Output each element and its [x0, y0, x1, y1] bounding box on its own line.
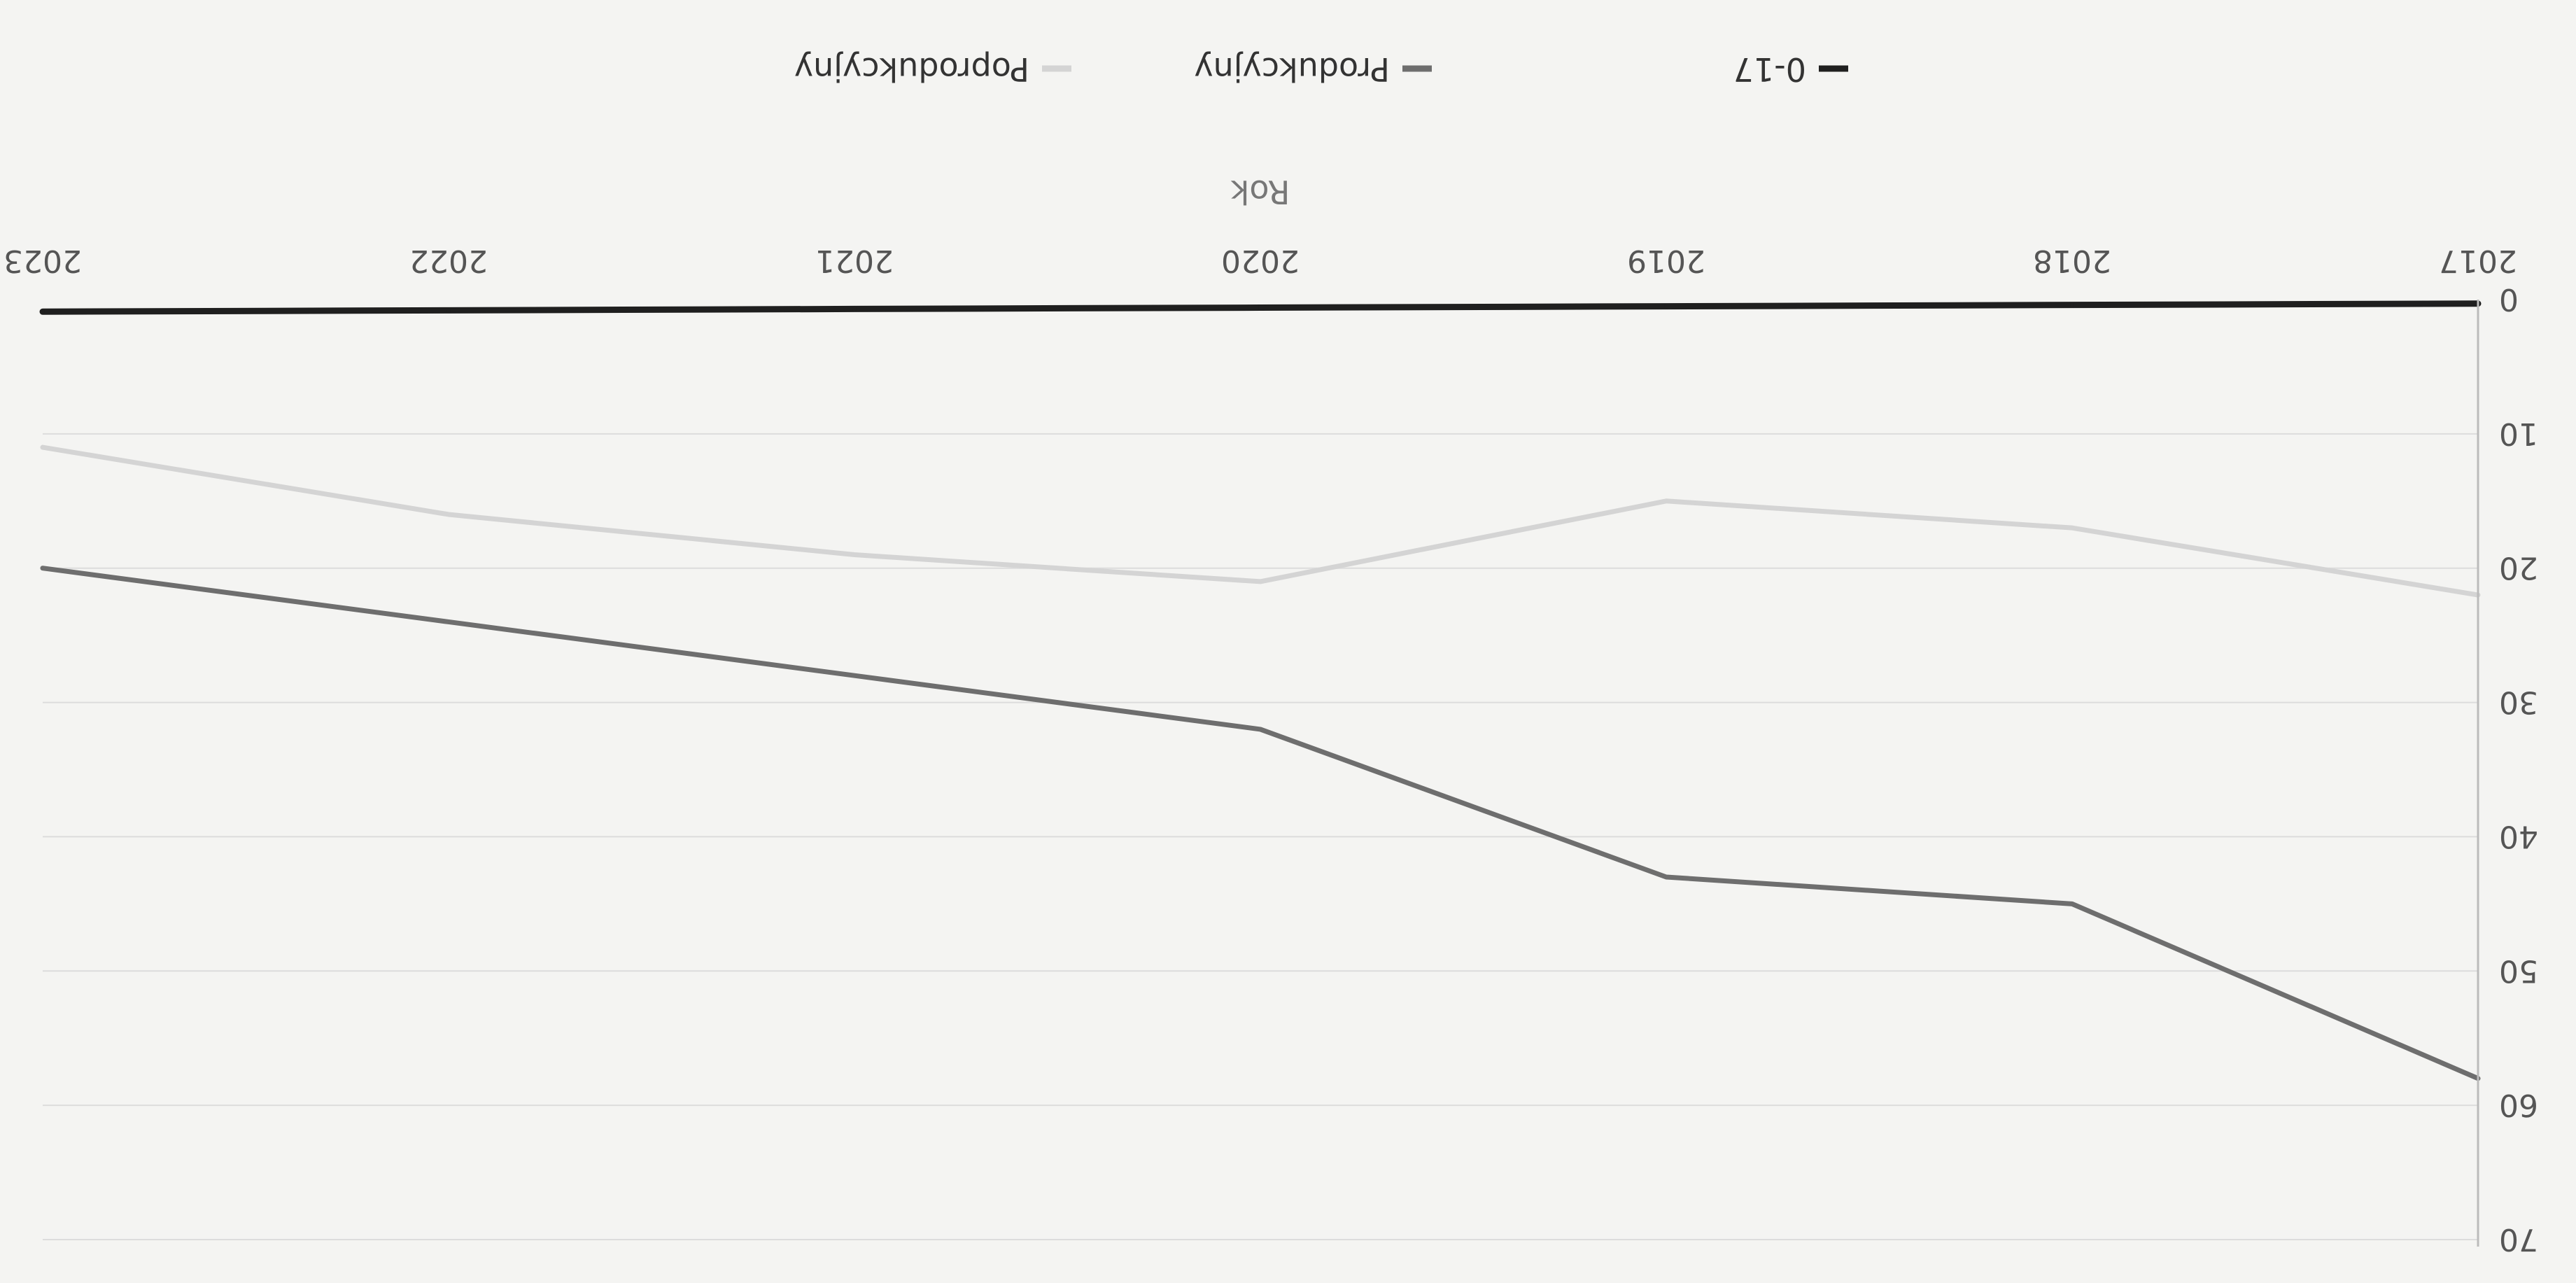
x-axis: 2017 2018 2019 2020 2021 2022 2023	[3, 243, 2517, 279]
x-tick-label: 2023	[3, 243, 82, 279]
y-tick-label: 60	[2499, 1087, 2538, 1123]
data-point	[446, 619, 451, 624]
data-point	[446, 512, 451, 517]
data-point	[2070, 302, 2074, 307]
data-point	[2070, 526, 2074, 531]
data-point	[852, 552, 857, 557]
series-line-1	[40, 566, 2481, 1081]
y-tick-label: 70	[2499, 1221, 2538, 1257]
x-tick-label: 2021	[815, 243, 894, 279]
data-point	[41, 309, 45, 314]
data-point	[852, 673, 857, 678]
data-point	[1664, 304, 1668, 309]
x-tick-label: 2017	[2439, 243, 2517, 279]
y-tick-label: 30	[2499, 685, 2538, 720]
series-lines	[39, 300, 2482, 1081]
x-tick-label: 2018	[2033, 243, 2111, 279]
data-point	[2070, 902, 2074, 906]
x-tick-label: 2019	[1627, 243, 1705, 279]
data-point	[41, 445, 45, 450]
data-point	[446, 308, 451, 313]
data-point	[1258, 727, 1262, 731]
y-tick-label: 10	[2499, 416, 2538, 451]
x-axis-title: Rok	[1230, 173, 1290, 211]
legend-label: 0-17	[1733, 50, 1806, 88]
data-point	[1664, 874, 1668, 879]
legend-label: Poprodukcyjny	[794, 50, 1029, 88]
x-tick-label: 2020	[1221, 243, 1300, 279]
y-tick-label: 20	[2499, 550, 2538, 586]
y-tick-label: 50	[2499, 953, 2538, 988]
data-point	[41, 566, 45, 570]
y-tick-label: 0	[2499, 281, 2519, 317]
gridlines	[43, 433, 2478, 1240]
data-point	[1258, 305, 1262, 310]
data-point	[1664, 498, 1668, 503]
x-tick-label: 2022	[409, 243, 488, 279]
series-line-2	[40, 444, 2481, 598]
legend-label: Produkcyjny	[1194, 50, 1390, 88]
data-point	[1258, 579, 1262, 584]
y-axis: 0 10 20 30 40 50 60 70	[2477, 281, 2538, 1257]
y-tick-label: 40	[2499, 818, 2538, 854]
data-point	[852, 307, 857, 311]
legend: 0-17 Produkcyjny Poprodukcyjny	[794, 50, 1848, 88]
